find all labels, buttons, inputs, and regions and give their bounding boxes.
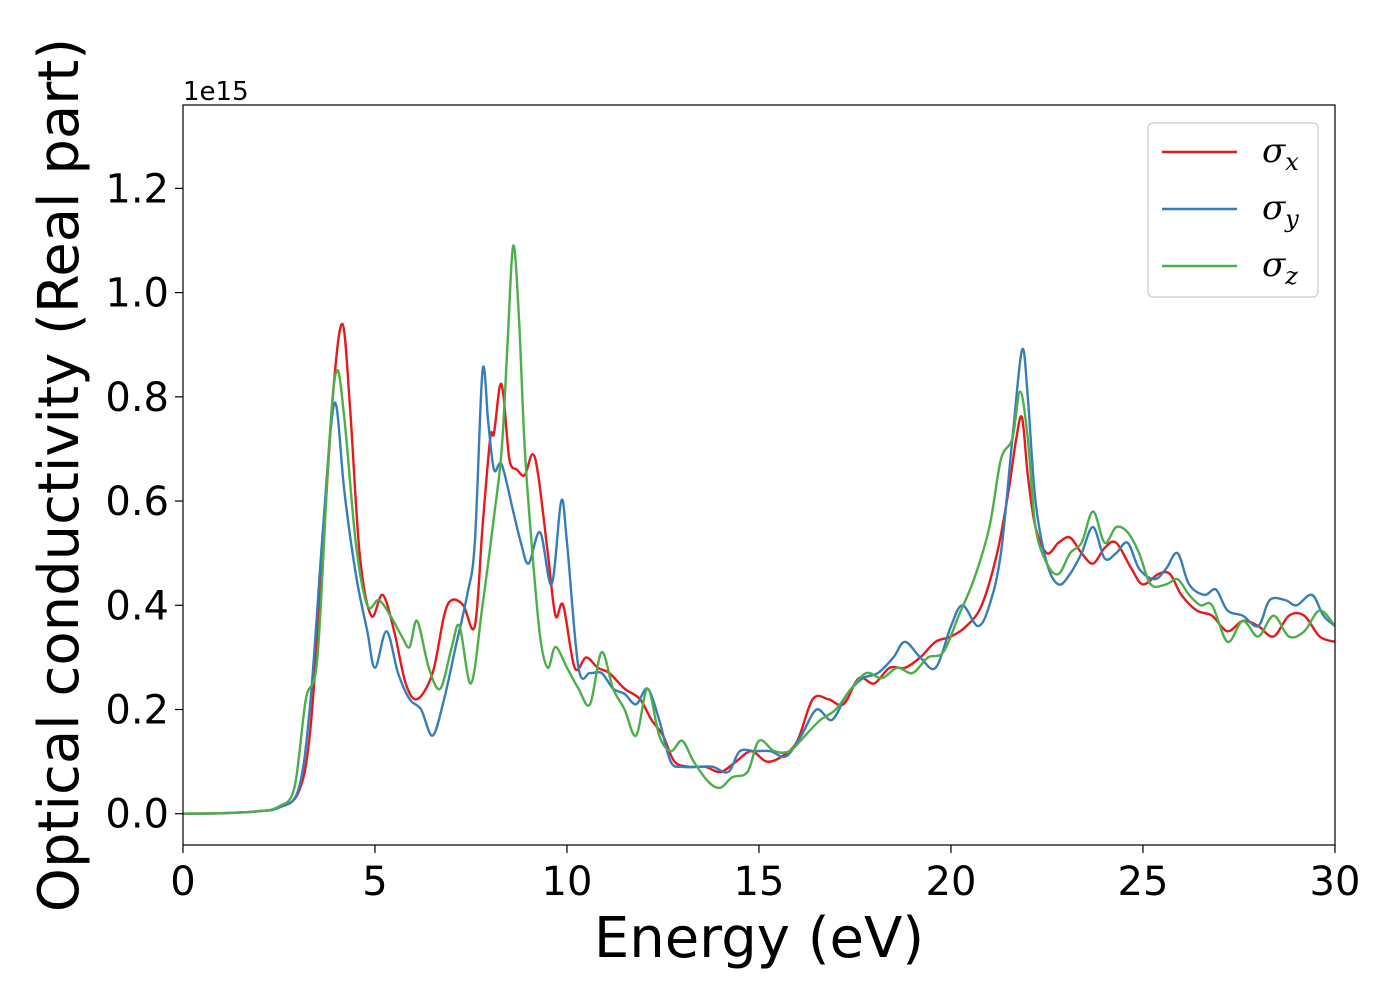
x-tick-label: 0 [170,859,195,905]
y-axis-ticks: 0.0 0.2 0.4 0.6 0.8 1.0 1.2 [105,166,183,838]
legend: σx σy σz [1147,122,1319,298]
y-tick-label: 1.2 [105,166,169,212]
legend-label-sigma-z: σz [1262,245,1298,290]
series-layer [183,244,1335,815]
y-tick-label: 0.4 [105,583,169,629]
x-tick-label: 10 [542,859,593,905]
series-line-sigma-z [183,244,1335,815]
x-tick-label: 15 [734,859,785,905]
legend-label-sigma-y: σy [1262,188,1299,233]
x-tick-label: 5 [362,859,387,905]
y-tick-label: 1.0 [105,271,169,317]
x-tick-label: 25 [1118,859,1169,905]
x-axis-label: Energy (eV) [594,906,924,971]
x-axis-ticks: 0 5 10 15 20 25 30 [170,845,1360,905]
y-tick-label: 0.6 [105,479,169,525]
y-tick-label: 0.2 [105,688,169,734]
x-tick-label: 20 [926,859,977,905]
plot-area [183,105,1335,845]
legend-label-sigma-x: σx [1262,131,1299,176]
y-tick-label: 0.8 [105,375,169,421]
y-tick-label: 0.0 [105,792,169,838]
y-axis-label: Optical conductivity (Real part) [27,38,92,912]
series-line-sigma-y [183,347,1335,815]
y-offset-label: 1e15 [183,77,249,107]
x-tick-label: 30 [1310,859,1361,905]
